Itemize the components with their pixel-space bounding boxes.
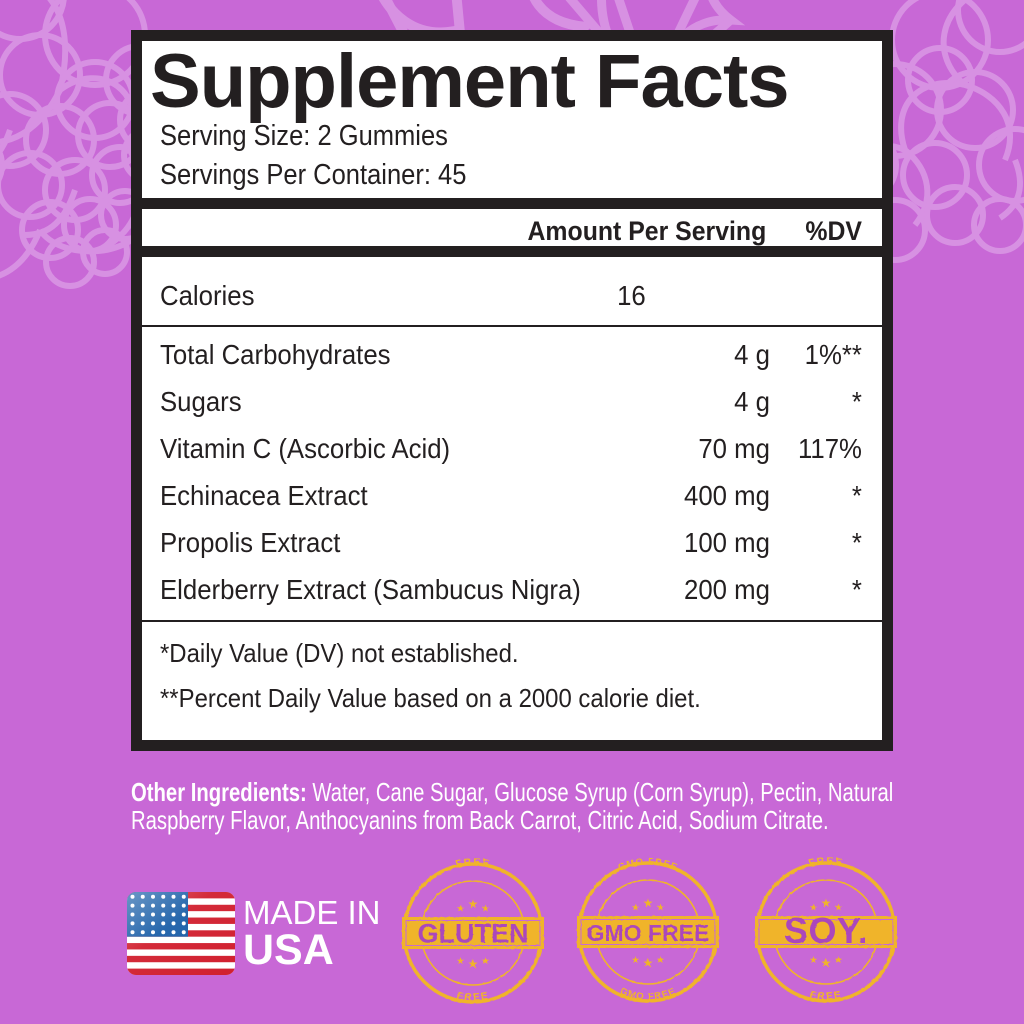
svg-text:★: ★ [834,955,843,966]
svg-text:★: ★ [643,956,654,970]
svg-text:GMO FREE: GMO FREE [617,857,680,873]
svg-text:★: ★ [456,956,465,967]
svg-text:★: ★ [656,903,665,914]
svg-text:★: ★ [481,956,490,967]
svg-text:★: ★ [468,957,479,971]
svg-text:★: ★ [468,897,479,911]
svg-text:★: ★ [656,955,665,966]
svg-text:SOY.: SOY. [784,910,868,951]
svg-text:★: ★ [631,955,640,966]
svg-text:GMO FREE: GMO FREE [618,986,677,1003]
svg-text:★: ★ [643,896,654,910]
svg-text:★: ★ [821,956,832,970]
svg-text:GMO FREE: GMO FREE [587,920,710,946]
svg-text:GLUTEN: GLUTEN [418,919,529,949]
svg-text:★: ★ [821,896,832,910]
svg-text:★: ★ [809,955,818,966]
svg-text:★: ★ [456,904,465,915]
svg-text:★: ★ [481,904,490,915]
svg-text:★: ★ [631,903,640,914]
